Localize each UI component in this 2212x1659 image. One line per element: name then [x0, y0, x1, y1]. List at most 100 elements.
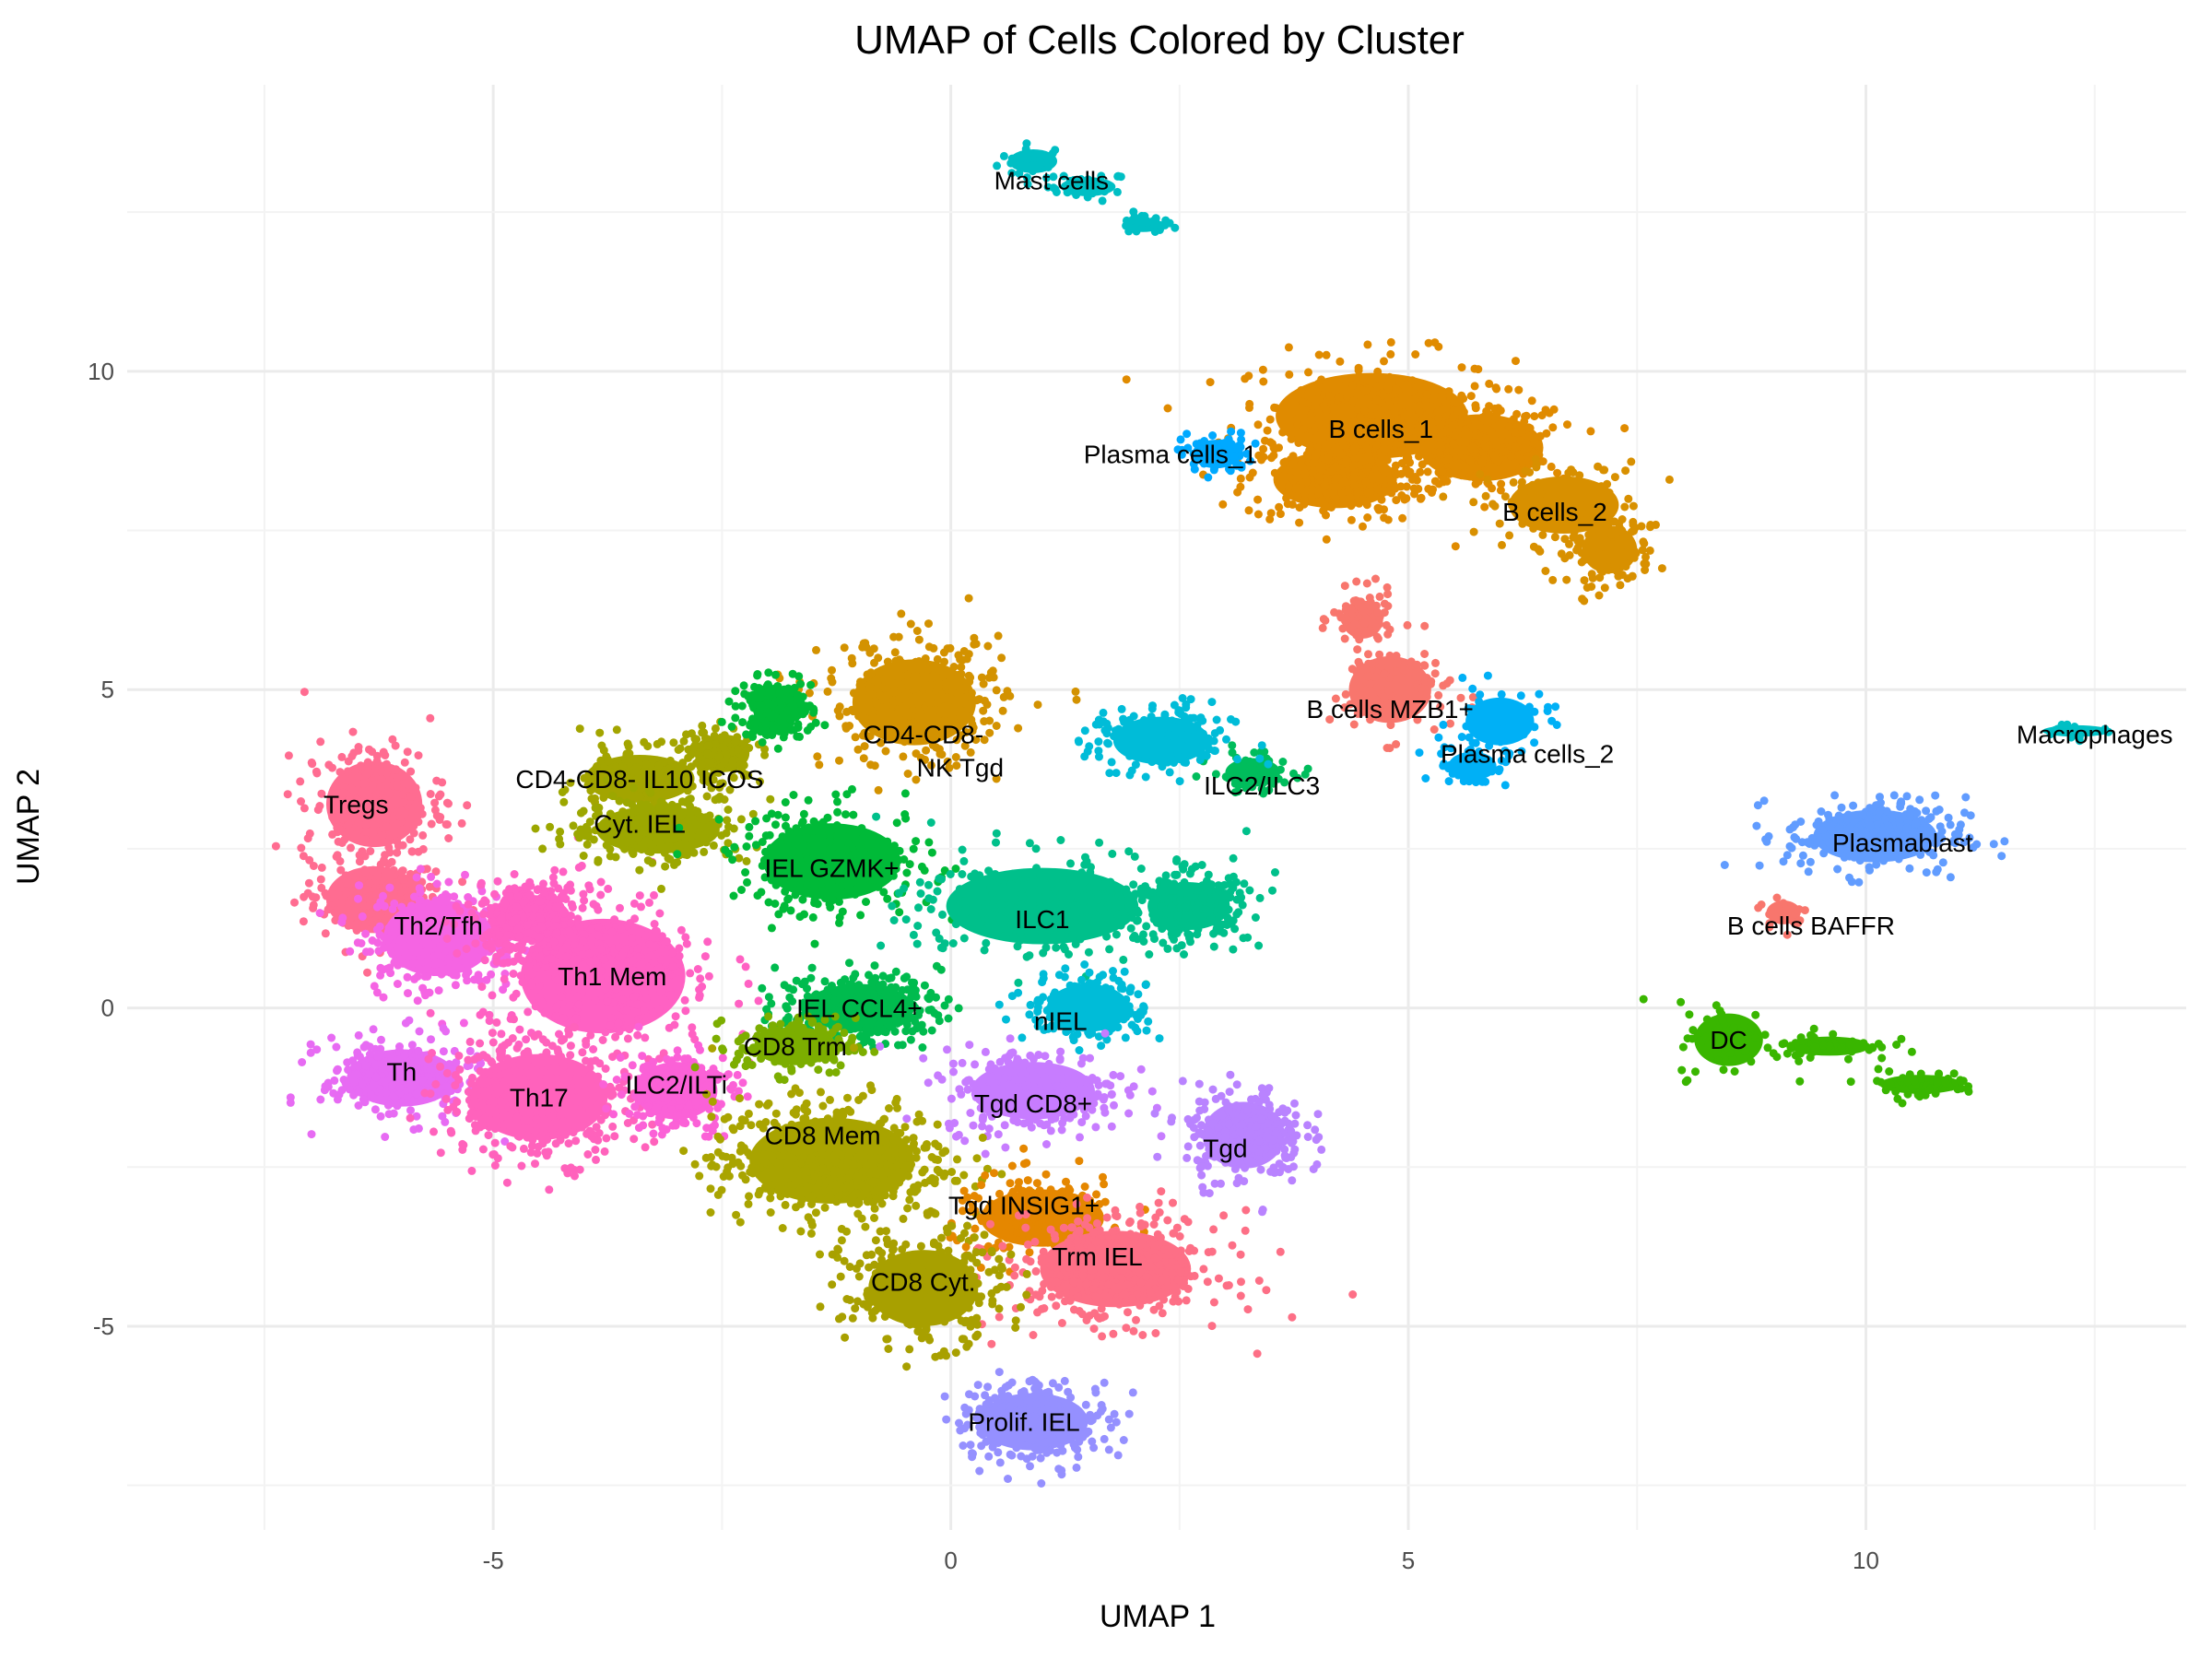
cell-point	[1439, 681, 1448, 690]
cell-point	[1445, 469, 1454, 478]
cell-point	[1182, 429, 1192, 439]
cell-point	[1791, 820, 1800, 830]
cell-point	[1314, 350, 1324, 359]
cell-point	[924, 665, 933, 674]
cell-point	[569, 821, 578, 830]
cell-point	[298, 1058, 307, 1066]
cell-point	[1935, 806, 1944, 814]
cell-point	[1514, 385, 1524, 394]
cell-point	[412, 873, 421, 882]
cell-point	[361, 827, 371, 836]
cell-point	[389, 1109, 398, 1118]
cell-point	[890, 679, 900, 688]
cell-point	[623, 739, 632, 748]
cell-point	[565, 926, 574, 935]
cell-point	[1457, 733, 1466, 741]
cell-point	[423, 972, 432, 981]
cell-point	[1171, 223, 1180, 232]
cell-point	[1517, 726, 1525, 735]
cell-point	[1418, 415, 1427, 424]
cell-point	[412, 1089, 421, 1099]
cell-point	[731, 737, 740, 747]
cell-point	[608, 1122, 618, 1131]
cell-point	[2081, 725, 2090, 735]
cell-point	[376, 1112, 385, 1121]
cell-point	[434, 945, 443, 954]
cell-point	[1834, 824, 1843, 833]
cell-point	[439, 964, 448, 973]
cell-point	[998, 706, 1007, 715]
cell-point	[508, 1143, 517, 1152]
cell-point	[556, 840, 565, 849]
cell-point	[579, 889, 588, 899]
cell-point	[1386, 414, 1395, 422]
cell-point	[1599, 555, 1608, 563]
cell-point	[1545, 487, 1554, 496]
cell-point	[1836, 845, 1845, 854]
cell-point	[1557, 549, 1566, 559]
cell-point	[447, 1128, 456, 1137]
cell-point	[1488, 484, 1497, 493]
cell-point	[924, 684, 934, 693]
cell-point	[490, 1161, 500, 1170]
cell-point	[1016, 159, 1025, 168]
cell-point	[1833, 838, 1842, 847]
cell-point	[304, 878, 313, 888]
cell-point	[1354, 366, 1363, 375]
cell-point	[1960, 808, 1969, 818]
cell-point	[741, 962, 750, 971]
cell-point	[1683, 1034, 1692, 1043]
cell-point	[1329, 465, 1337, 475]
cell-point	[512, 914, 521, 924]
cell-point	[612, 1076, 621, 1084]
cell-point	[1796, 1033, 1806, 1042]
cell-point	[1338, 477, 1347, 487]
cell-point	[496, 1070, 504, 1079]
cell-point	[1433, 407, 1442, 417]
cell-point	[1415, 748, 1424, 758]
cell-point	[895, 655, 904, 665]
cell-point	[964, 594, 973, 603]
cell-point	[1373, 418, 1382, 427]
cell-point	[908, 693, 917, 702]
cell-point	[883, 657, 892, 666]
cell-point	[650, 890, 658, 900]
cell-point	[677, 840, 686, 849]
cell-point	[1371, 574, 1380, 583]
cell-point	[1375, 650, 1384, 659]
cell-point	[1372, 441, 1382, 450]
cell-point	[1498, 431, 1507, 441]
cell-point	[640, 1006, 649, 1015]
cell-point	[361, 820, 370, 830]
cell-point	[377, 768, 386, 777]
cell-point	[1473, 710, 1482, 718]
cell-point	[1293, 491, 1302, 500]
cell-point	[365, 745, 373, 754]
cell-point	[414, 1046, 423, 1055]
cell-point	[1382, 487, 1392, 496]
cell-point	[1641, 552, 1650, 561]
cell-point	[365, 900, 374, 910]
cell-point	[813, 752, 822, 761]
cell-point	[1551, 510, 1560, 519]
cell-point	[859, 754, 868, 763]
cell-point	[457, 818, 466, 828]
cell-point	[574, 1000, 583, 1009]
cell-point	[404, 989, 412, 998]
cell-point	[1236, 429, 1245, 438]
cell-point	[1153, 219, 1162, 229]
cell-point	[1402, 465, 1411, 474]
cell-point	[633, 1030, 642, 1040]
cell-point	[524, 1007, 533, 1017]
cell-point	[1363, 488, 1372, 498]
cell-point	[1824, 810, 1832, 819]
cell-point	[1525, 468, 1535, 477]
cell-point	[1919, 829, 1928, 838]
cell-point	[1422, 432, 1431, 441]
cell-point	[1881, 815, 1890, 824]
cell-point	[393, 882, 402, 891]
cell-point	[1375, 711, 1383, 720]
cell-point	[594, 857, 603, 866]
cell-point	[1445, 676, 1454, 685]
